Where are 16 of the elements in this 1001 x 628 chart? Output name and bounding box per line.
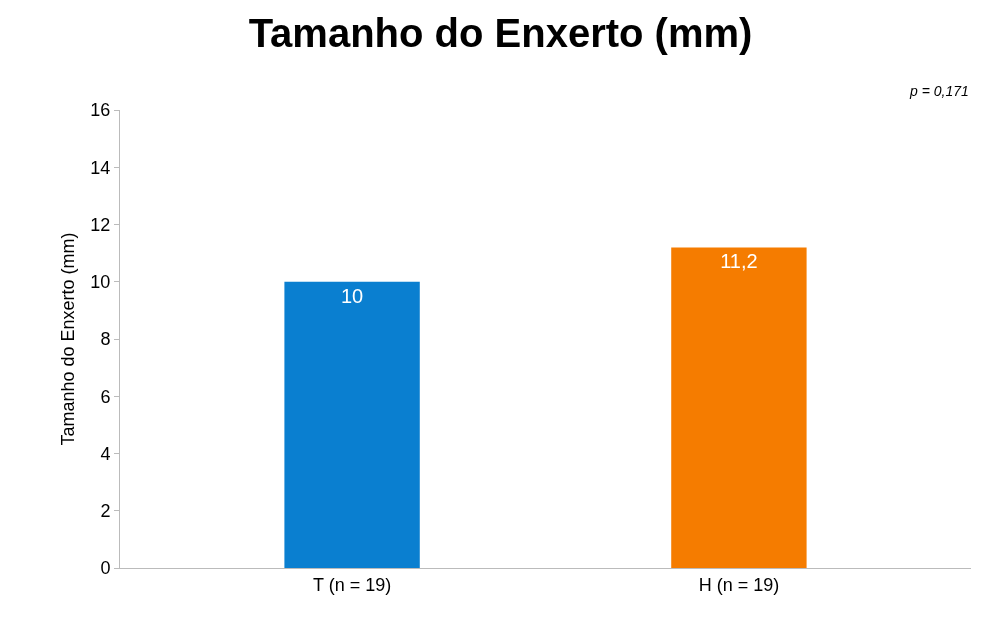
y-tick-label: 10 [90, 272, 111, 293]
x-tick-label: H (n = 19) [698, 574, 780, 595]
y-tick-label: 12 [90, 214, 111, 235]
y-tick-label: 6 [100, 386, 111, 407]
y-tick-label: 4 [100, 443, 111, 464]
y-tick-label: 2 [100, 501, 111, 522]
data-label: 11,2 [720, 250, 758, 273]
text: p = 0,171 [909, 83, 969, 99]
y-axis-title: Tamanho do Enxerto (mm) [58, 232, 78, 446]
x-tick-label: T (n = 19) [312, 574, 392, 595]
y-tick-label: 0 [100, 558, 111, 579]
y-tick-label: 8 [100, 329, 111, 350]
chart-title: Tamanho do Enxerto (mm) [248, 10, 753, 55]
y-tick-label: 16 [90, 100, 111, 121]
data-label: 10 [340, 284, 364, 307]
y-tick-label: 14 [90, 157, 111, 178]
